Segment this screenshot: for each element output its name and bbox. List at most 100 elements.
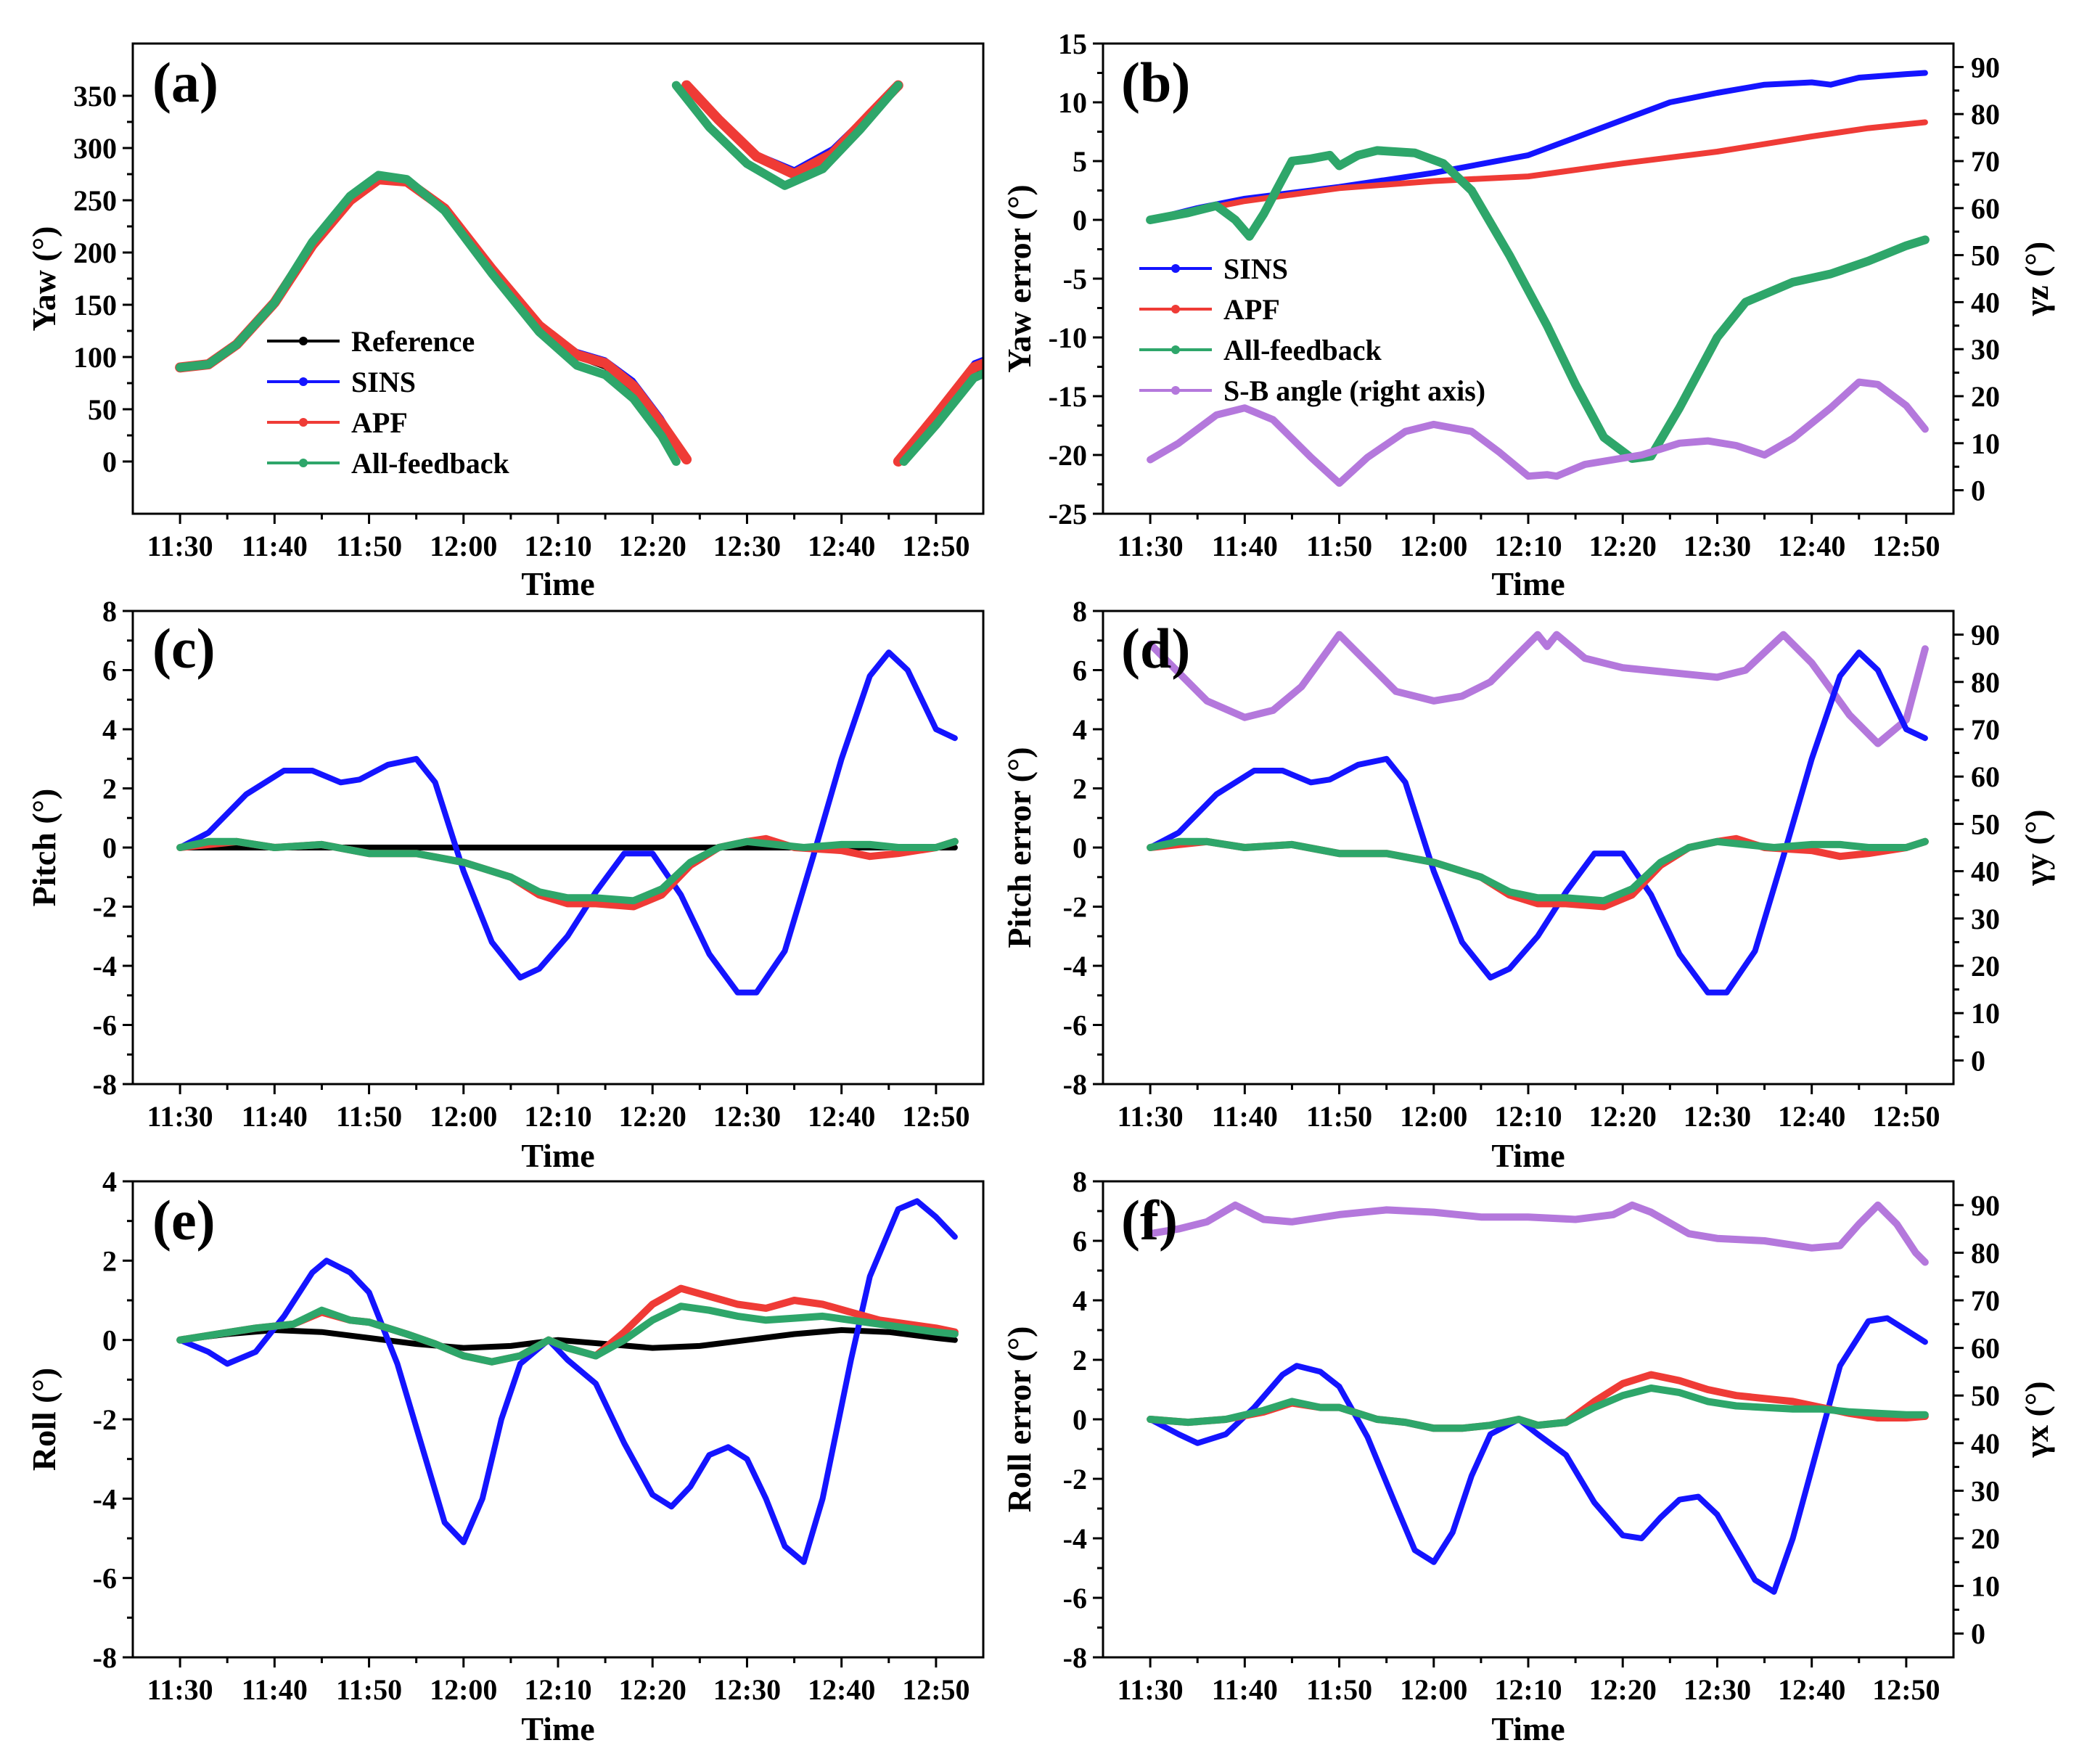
y-tick-label: 0 — [102, 832, 117, 864]
x-tick-label: 12:20 — [1589, 1100, 1657, 1133]
panel-e-ylabel: Roll (°) — [25, 1368, 62, 1471]
y-right-tick-label: 0 — [1971, 1044, 1985, 1077]
series-sins — [177, 649, 958, 996]
x-tick-label: 11:30 — [1118, 530, 1184, 562]
panel-f: 11:30 11:40 11:50 12:00 12:10 12:20 12:30 12:40… — [1001, 1165, 2055, 1747]
x-tick-label: 12:40 — [808, 1673, 875, 1706]
y-right-tick-label: 30 — [1971, 903, 2000, 935]
y-right-tick-label: 30 — [1971, 1474, 2000, 1507]
x-tick-label: 12:30 — [1684, 1673, 1751, 1706]
x-tick-label: 12:10 — [524, 1673, 591, 1706]
series-all-feedback — [176, 1303, 959, 1366]
y-right-tick-label: 20 — [1971, 950, 2000, 982]
x-tick-label: 12:50 — [1872, 1100, 1940, 1133]
panel-e-plot — [176, 1198, 959, 1565]
x-tick-label: 12:20 — [1589, 530, 1657, 562]
panel-d-ticks: 11:30 11:40 11:50 12:00 12:10 12:20 12:30 12:40… — [1063, 595, 2000, 1133]
panel-d-xlabel: Time — [1491, 1137, 1565, 1174]
x-tick-label: 11:50 — [336, 1673, 402, 1706]
panel-f-ticks: 11:30 11:40 11:50 12:00 12:10 12:20 12:30 12:40… — [1063, 1165, 2000, 1706]
legend-b-sb-marker — [1171, 386, 1180, 395]
panel-b-ylabel: Yaw error (°) — [1001, 184, 1038, 372]
panel-f-xlabel: Time — [1491, 1710, 1565, 1747]
x-tick-label: 12:30 — [713, 530, 781, 562]
x-tick-label: 11:30 — [147, 1100, 213, 1133]
x-tick-label: 11:50 — [1306, 1100, 1372, 1133]
series-reference — [178, 83, 983, 464]
panel-b-xlabel: Time — [1491, 565, 1565, 602]
panel-a-legend: Reference SINS APF All-feedback — [267, 325, 510, 480]
series-all-feedback — [1147, 1384, 1929, 1432]
y-tick-label: 15 — [1058, 28, 1087, 60]
y-tick-label: -8 — [93, 1068, 117, 1101]
x-tick-label: 12:00 — [430, 530, 497, 562]
series-all-feedback — [1146, 146, 1930, 463]
y-tick-label: -8 — [1063, 1068, 1087, 1101]
series-sins — [1147, 1315, 1928, 1595]
x-tick-label: 11:50 — [1306, 1673, 1372, 1706]
x-tick-label: 11:30 — [1118, 1673, 1184, 1706]
legend-a-sins-marker — [299, 377, 308, 386]
panel-b-ticks: 11:30 11:40 11:50 12:00 12:10 12:20 12:30 12:40… — [1049, 28, 2000, 562]
panel-e-ticks: 11:30 11:40 11:50 12:00 12:10 12:20 12:30 12:40… — [93, 1165, 970, 1706]
x-tick-label: 11:40 — [1212, 530, 1278, 562]
legend-a-reference-marker — [299, 337, 308, 345]
x-tick-label: 12:00 — [1400, 1100, 1467, 1133]
panel-b-label: (b) — [1121, 51, 1190, 114]
series-s-b-angle-right-axis — [1147, 1201, 1929, 1266]
x-tick-label: 11:30 — [147, 1673, 213, 1706]
legend-b-apf-marker — [1171, 305, 1180, 313]
y-tick-label: -8 — [93, 1641, 117, 1674]
panel-c-xlabel: Time — [521, 1137, 594, 1174]
y-right-tick-label: 50 — [1971, 1379, 2000, 1412]
x-tick-label: 11:50 — [336, 530, 402, 562]
panel-d: 11:30 11:40 11:50 12:00 12:10 12:20 12:30 12:40… — [1001, 595, 2055, 1174]
y-tick-label: 6 — [1073, 1225, 1087, 1258]
y-right-tick-label: 40 — [1971, 286, 2000, 319]
y-tick-label: -4 — [93, 1482, 117, 1515]
series-reference — [177, 1327, 958, 1351]
y-tick-label: -8 — [1063, 1641, 1087, 1674]
series-s-b-angle-right-axis — [1147, 378, 1929, 487]
y-right-tick-label: 10 — [1971, 1570, 2000, 1603]
y-tick-label: -6 — [93, 1562, 117, 1595]
series-all-feedback — [1147, 837, 1929, 905]
panel-e-frame — [131, 1180, 985, 1659]
x-tick-label: 12:20 — [619, 1673, 686, 1706]
x-tick-label: 11:30 — [1118, 1100, 1184, 1133]
y-right-tick-label: 40 — [1971, 1427, 2000, 1460]
x-tick-label: 12:20 — [619, 1100, 686, 1133]
panel-d-ylabel: Pitch error (°) — [1001, 747, 1038, 948]
y-tick-label: 150 — [73, 289, 117, 321]
y-tick-label: 8 — [102, 595, 117, 628]
y-right-tick-label: 70 — [1971, 1284, 2000, 1317]
panel-e-xlabel: Time — [521, 1710, 594, 1747]
series-apf — [1147, 1371, 1929, 1432]
panel-a: 11:30 11:40 11:50 12:00 12:10 12:20 12:30 12:40… — [25, 42, 985, 602]
panel-f-label: (f) — [1121, 1189, 1178, 1252]
x-tick-label: 12:30 — [1684, 530, 1751, 562]
legend-b-sb: S-B angle (right axis) — [1223, 374, 1485, 407]
x-tick-label: 12:10 — [1494, 1673, 1562, 1706]
series-apf — [175, 80, 983, 467]
y-right-tick-label: 0 — [1971, 1617, 1985, 1650]
legend-b-sins-marker — [1171, 264, 1180, 273]
y-right-tick-label: 50 — [1971, 808, 2000, 840]
y-tick-label: 50 — [88, 393, 117, 426]
x-tick-label: 11:40 — [1212, 1673, 1278, 1706]
x-tick-label: 12:50 — [1872, 1673, 1940, 1706]
y-tick-label: 4 — [1073, 713, 1087, 746]
y-tick-label: 0 — [102, 1324, 117, 1357]
panel-c-ticks: 11:30 11:40 11:50 12:00 12:10 12:20 12:30 12:40… — [93, 595, 970, 1133]
panel-e: 11:30 11:40 11:50 12:00 12:10 12:20 12:30 12:40… — [25, 1165, 985, 1747]
panel-f-ylabel-right: γx (°) — [2018, 1381, 2055, 1458]
y-tick-label: -2 — [93, 891, 117, 924]
panel-b-plot — [1146, 70, 1930, 487]
y-tick-label: 5 — [1073, 145, 1087, 178]
y-tick-label: 300 — [73, 132, 117, 165]
x-tick-label: 12:30 — [713, 1100, 781, 1133]
panel-a-label: (a) — [152, 51, 218, 114]
legend-b-sins: SINS — [1223, 253, 1288, 285]
x-tick-label: 12:00 — [1400, 1673, 1467, 1706]
y-tick-label: -25 — [1049, 498, 1087, 530]
